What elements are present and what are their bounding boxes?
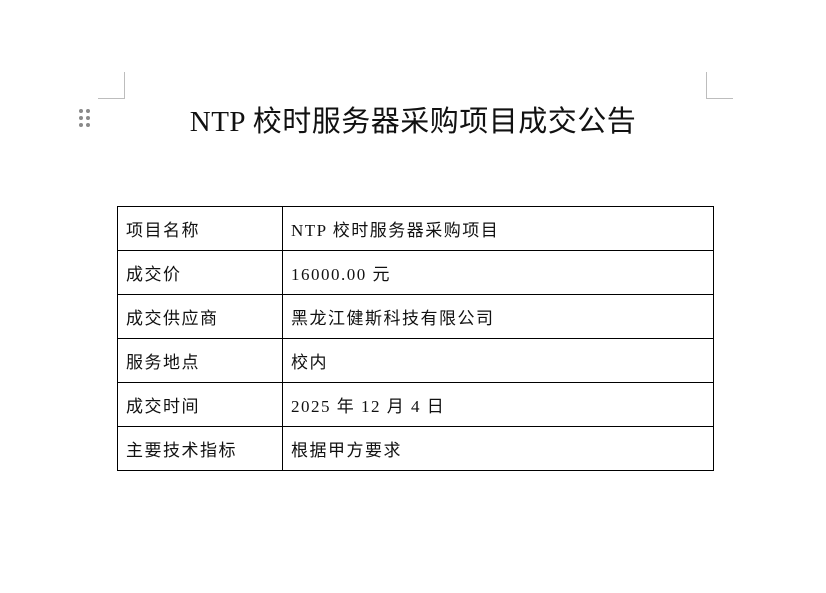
row-value[interactable]: 2025 年 12 月 4 日	[282, 382, 714, 427]
row-label[interactable]: 项目名称	[117, 206, 283, 251]
table-row: 成交时间 2025 年 12 月 4 日	[117, 382, 714, 427]
table-row: 项目名称 NTP 校时服务器采购项目	[117, 206, 714, 251]
row-value[interactable]: 黑龙江健斯科技有限公司	[282, 294, 714, 339]
row-value[interactable]: 校内	[282, 338, 714, 383]
row-label[interactable]: 成交价	[117, 250, 283, 295]
page-margin-corner-top-left	[98, 72, 125, 99]
row-label[interactable]: 主要技术指标	[117, 426, 283, 471]
row-label[interactable]: 成交供应商	[117, 294, 283, 339]
row-label[interactable]: 服务地点	[117, 338, 283, 383]
table-row: 成交供应商 黑龙江健斯科技有限公司	[117, 294, 714, 339]
row-value[interactable]: 16000.00 元	[282, 250, 714, 295]
page-margin-corner-top-right	[706, 72, 733, 99]
table-row: 成交价 16000.00 元	[117, 250, 714, 295]
row-value[interactable]: 根据甲方要求	[282, 426, 714, 471]
drag-handle-icon[interactable]	[79, 109, 91, 129]
document-title[interactable]: NTP 校时服务器采购项目成交公告	[189, 106, 637, 138]
announcement-table: 项目名称 NTP 校时服务器采购项目 成交价 16000.00 元 成交供应商 黑龙江…	[117, 206, 714, 471]
row-label[interactable]: 成交时间	[117, 382, 283, 427]
table-row: 服务地点 校内	[117, 338, 714, 383]
table-row: 主要技术指标 根据甲方要求	[117, 426, 714, 471]
row-value[interactable]: NTP 校时服务器采购项目	[282, 206, 714, 251]
